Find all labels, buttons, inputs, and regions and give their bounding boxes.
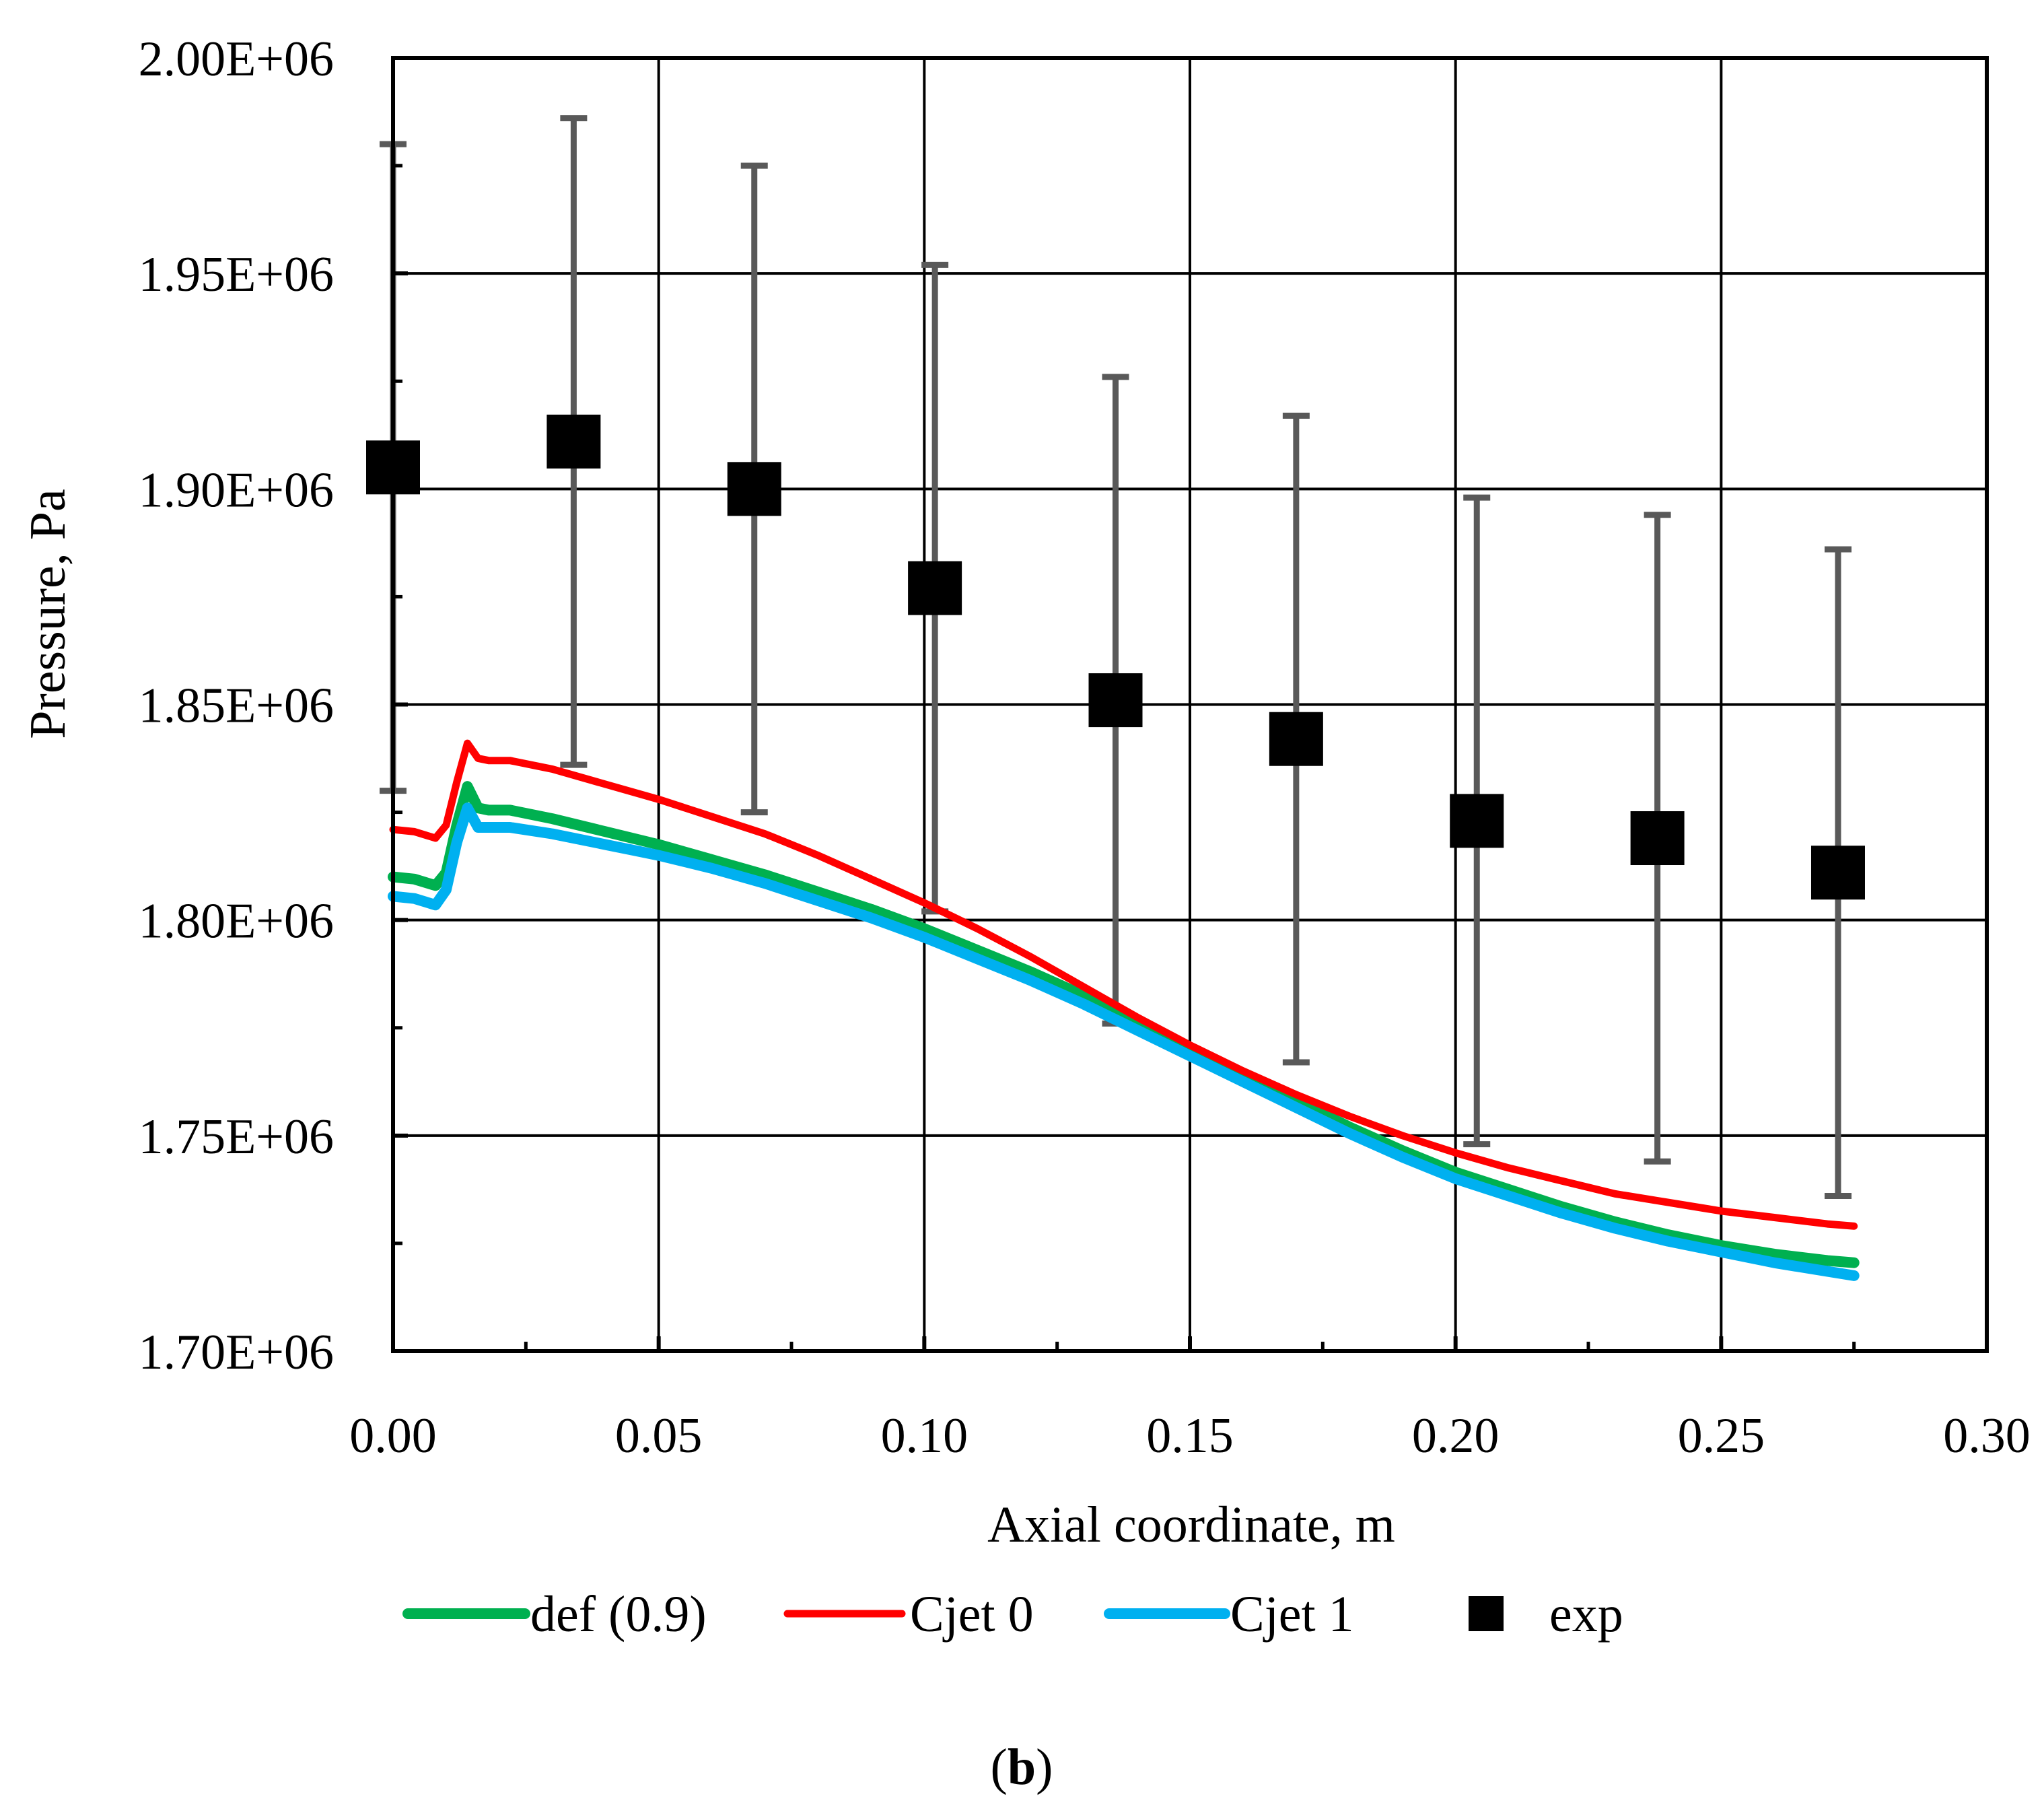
legend-entry-def-0-9: def (0.9)	[402, 1586, 707, 1643]
y-axis-label: Pressure, Pa	[20, 489, 76, 739]
series-line-def-0-9	[388, 781, 1860, 1268]
exp-point-marker	[908, 561, 962, 615]
y-tick-label: 1.70E+06	[139, 1325, 334, 1380]
exp-point-marker	[1450, 794, 1504, 848]
legend: def (0.9) Cjet 0 Cjet 1 exp	[402, 1586, 1623, 1643]
exp-point-marker	[727, 462, 781, 516]
exp-point-marker	[1630, 811, 1685, 866]
grid	[393, 58, 1987, 1351]
legend-entry-cjet-0: Cjet 0	[783, 1586, 1034, 1643]
x-tick-label: 0.25	[1678, 1408, 1765, 1464]
legend-label-cjet-1: Cjet 1	[1230, 1586, 1354, 1643]
exp-point-marker	[1810, 846, 1865, 900]
y-tick-label: 1.90E+06	[139, 462, 334, 518]
legend-label-exp: exp	[1549, 1586, 1623, 1643]
exp-point-marker	[1269, 712, 1323, 766]
x-tick-label: 0.00	[349, 1408, 437, 1464]
x-tick-label: 0.10	[881, 1408, 968, 1464]
caption-close-paren: )	[1036, 1739, 1053, 1795]
plot-frame	[391, 56, 1989, 1353]
caption-open-paren: (	[991, 1739, 1008, 1795]
y-tick-label: 1.85E+06	[139, 679, 334, 734]
x-tick-label: 0.05	[615, 1408, 703, 1464]
series-line-cjet-0	[389, 739, 1858, 1230]
x-axis-label: Axial coordinate, m	[987, 1497, 1395, 1553]
y-tick-label: 1.80E+06	[139, 894, 334, 949]
exp-point-marker	[1088, 673, 1143, 728]
y-tick-label: 2.00E+06	[139, 32, 334, 87]
y-tick-label: 1.95E+06	[139, 247, 334, 302]
x-tick-label: 0.30	[1943, 1408, 2031, 1464]
x-tick-label: 0.20	[1412, 1408, 1500, 1464]
y-tick-label: 1.75E+06	[139, 1109, 334, 1165]
exp-point-marker	[547, 414, 601, 469]
legend-entry-cjet-1: Cjet 1	[1104, 1586, 1354, 1643]
caption-letter: b	[1008, 1739, 1036, 1795]
legend-label-def-0-9: def (0.9)	[530, 1586, 707, 1643]
series-line-cjet-1	[388, 802, 1860, 1281]
x-tick-label: 0.15	[1146, 1408, 1234, 1464]
legend-label-cjet-0: Cjet 0	[910, 1586, 1034, 1643]
legend-swatch-exp	[1469, 1596, 1504, 1631]
legend-entry-exp: exp	[1469, 1586, 1623, 1643]
figure-caption: (b)	[991, 1739, 1053, 1795]
tick-labels: 1.70E+06 1.75E+06 1.80E+06 1.85E+06 1.90E+06…	[139, 32, 2031, 1464]
series-lines	[388, 739, 1860, 1281]
